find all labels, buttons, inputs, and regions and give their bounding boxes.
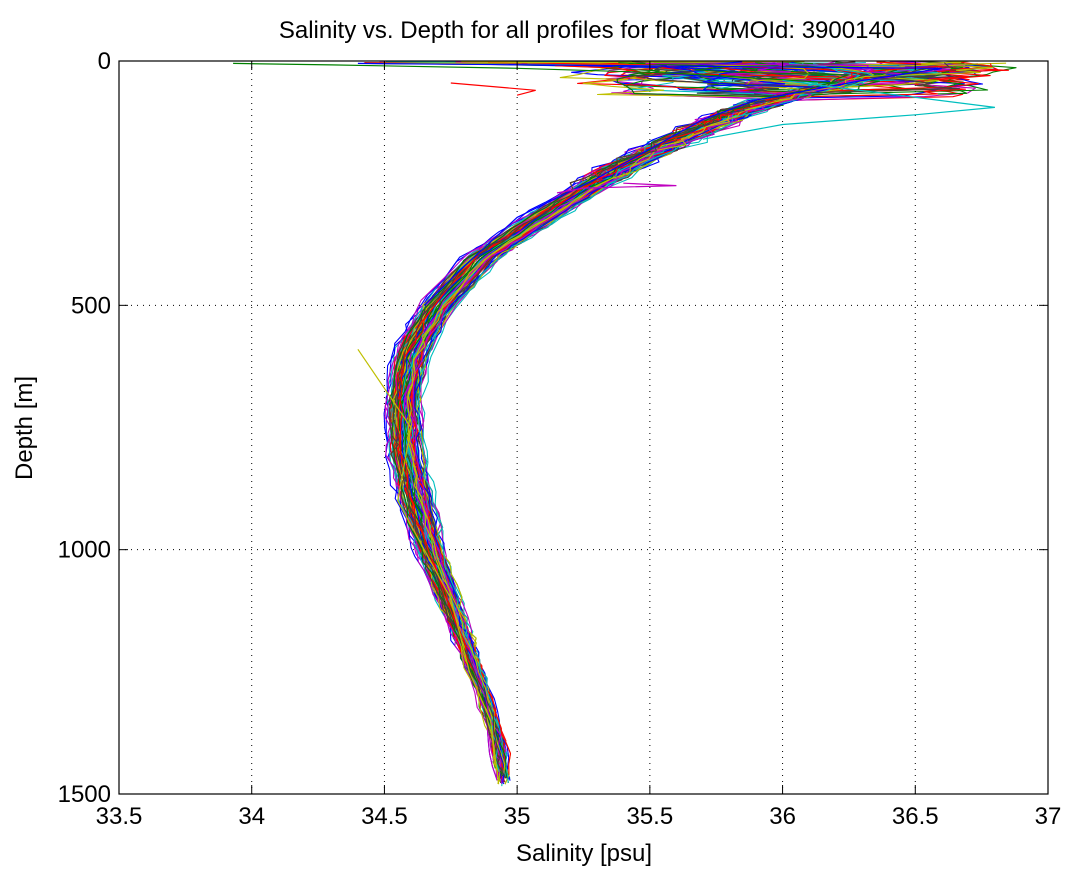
x-tick-label: 34.5	[361, 803, 408, 830]
y-tick-label: 1000	[58, 537, 111, 564]
y-tick-label: 1500	[58, 781, 111, 808]
x-tick-label: 35	[504, 803, 531, 830]
profile-line	[556, 182, 677, 194]
profile-lines	[233, 61, 1017, 787]
x-tick-label: 36	[769, 803, 796, 830]
axes-box	[118, 60, 1049, 795]
x-tick-label: 36.5	[892, 803, 939, 830]
x-tick-label: 33.5	[96, 803, 143, 830]
axes: 33.5 34 34.5 35 35.5 36 36.5 37 0 500 1000 1500	[58, 48, 1062, 830]
x-tick-label: 37	[1035, 803, 1062, 830]
profile-line	[392, 62, 960, 779]
profile-line	[357, 348, 500, 785]
y-axis-label: Depth [m]	[11, 376, 38, 480]
y-tick-label: 0	[98, 48, 111, 75]
profile-line	[233, 62, 836, 84]
x-tick-label: 34	[238, 803, 265, 830]
profile-line	[357, 62, 942, 306]
plot-area	[119, 61, 1048, 794]
y-tick-label: 500	[71, 292, 111, 319]
chart-title: Salinity vs. Depth for all profiles for …	[279, 17, 895, 44]
profile-line	[406, 61, 994, 774]
profile-line	[450, 82, 536, 96]
profile-line	[702, 79, 995, 140]
profile-line	[398, 61, 952, 771]
x-tick-label: 35.5	[626, 803, 673, 830]
x-axis-label: Salinity [psu]	[516, 840, 652, 867]
